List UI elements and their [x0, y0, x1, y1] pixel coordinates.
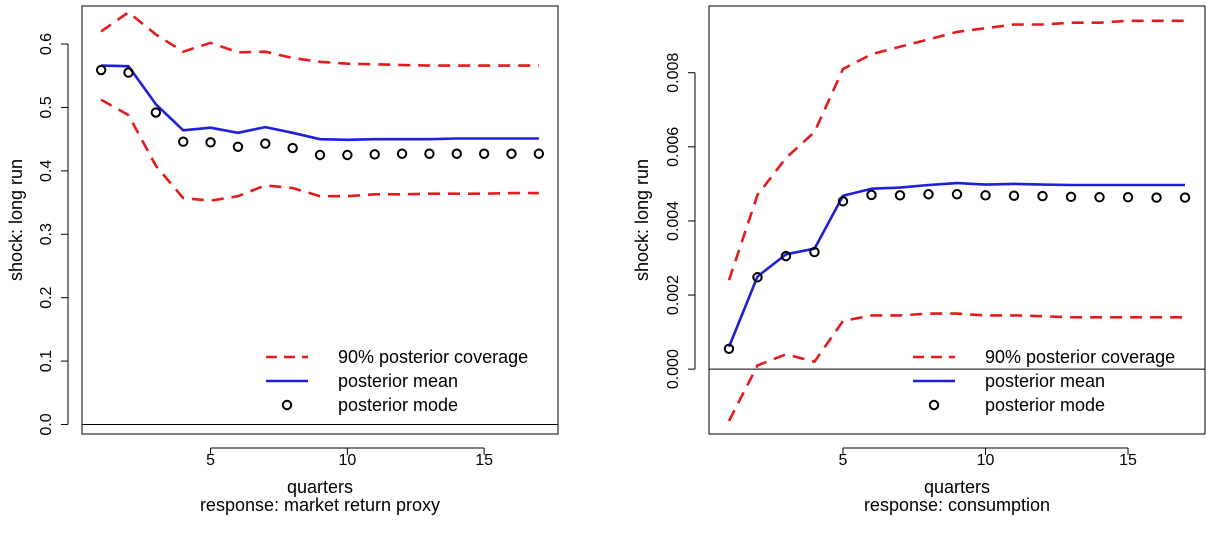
mode-point	[866, 189, 877, 201]
x-tick-label: 5	[839, 452, 848, 469]
y-tick-label: 0.002	[665, 275, 682, 315]
x-axis-label: quarters	[924, 477, 990, 497]
legend: 90% posterior coverage posterior mean post…	[913, 347, 1175, 415]
y-tick-label: 0.000	[665, 349, 682, 389]
mean-line	[101, 64, 539, 142]
mode-point	[506, 148, 517, 159]
legend-label: 90% posterior coverage	[338, 347, 528, 367]
legend-label: 90% posterior coverage	[985, 347, 1175, 367]
mode-point	[1094, 192, 1105, 203]
legend-mode-symbol	[928, 399, 940, 411]
mode-point	[150, 107, 162, 118]
mode-point	[923, 189, 934, 200]
y-tick-label: 0.0	[38, 413, 55, 435]
y-tick-label: 0.6	[38, 33, 55, 55]
mode-point	[95, 64, 107, 76]
mode-point	[1008, 190, 1020, 201]
mode-point	[478, 148, 490, 159]
x-tick-label: 10	[338, 452, 356, 469]
mode-point	[232, 141, 244, 152]
x-tick-label: 5	[206, 452, 215, 469]
mode-point	[809, 246, 820, 258]
mode-point	[342, 149, 353, 161]
coverage-lower-line	[100, 98, 539, 202]
mode-point	[894, 190, 906, 201]
mode-point	[1065, 191, 1077, 203]
legend-label: posterior mode	[985, 395, 1105, 415]
mode-point	[396, 148, 408, 159]
coverage-upper-line	[727, 19, 1185, 281]
y-tick-label: 0.4	[38, 160, 55, 182]
mode-point	[837, 196, 849, 207]
legend-mode-symbol	[281, 399, 293, 411]
plot-frame	[708, 5, 1206, 435]
mode-point	[533, 148, 545, 159]
x-tick-label: 10	[977, 452, 995, 469]
y-tick-label: 0.1	[38, 350, 55, 372]
coverage-upper-line	[100, 11, 539, 67]
y-tick-label: 0.004	[665, 201, 682, 241]
mode-point	[752, 272, 763, 283]
y-axis-label: shock: long run	[6, 159, 26, 281]
mode-point	[980, 190, 991, 201]
mode-point	[369, 149, 380, 160]
legend-label: posterior mean	[338, 371, 458, 391]
mode-point	[1037, 190, 1048, 202]
y-tick-label: 0.008	[665, 53, 682, 93]
y-tick-label: 0.3	[38, 223, 55, 245]
mode-point	[287, 142, 298, 154]
coverage-lower-line	[727, 312, 1185, 422]
chart-panel-1: 5 10 15 0.0 0.1 0.2 0.3 0.4 0.5 0.6 shock: long ru…	[6, 5, 559, 515]
x-tick-label: 15	[1119, 452, 1137, 469]
mode-point	[205, 137, 216, 148]
legend-label: posterior mode	[338, 395, 458, 415]
mode-point	[260, 138, 271, 149]
mode-point	[1122, 192, 1134, 203]
y-tick-label: 0.006	[665, 127, 682, 167]
plot-frame	[81, 5, 559, 435]
chart-panel-2: 5 10 15 0.000 0.002 0.004 0.006 0.008 shock: lon…	[632, 5, 1206, 515]
y-tick-label: 0.5	[38, 96, 55, 118]
mode-point	[723, 343, 735, 354]
y-tick-label: 0.2	[38, 286, 55, 308]
mode-point	[123, 67, 134, 78]
legend: 90% posterior coverage posterior mean post…	[266, 347, 528, 415]
mode-point	[780, 250, 792, 262]
response-label: response: consumption	[864, 495, 1050, 515]
mode-point	[178, 136, 189, 147]
mode-point	[424, 148, 435, 159]
mode-point	[1179, 192, 1191, 203]
mean-line	[727, 181, 1185, 348]
x-axis-label: quarters	[287, 477, 353, 497]
mode-point	[1151, 192, 1162, 203]
response-label: response: market return proxy	[200, 495, 440, 515]
mode-point	[451, 148, 462, 159]
mode-point	[314, 149, 326, 161]
y-axis-label: shock: long run	[632, 159, 652, 281]
legend-label: posterior mean	[985, 371, 1105, 391]
mode-point	[951, 189, 963, 200]
x-tick-label: 15	[475, 452, 493, 469]
